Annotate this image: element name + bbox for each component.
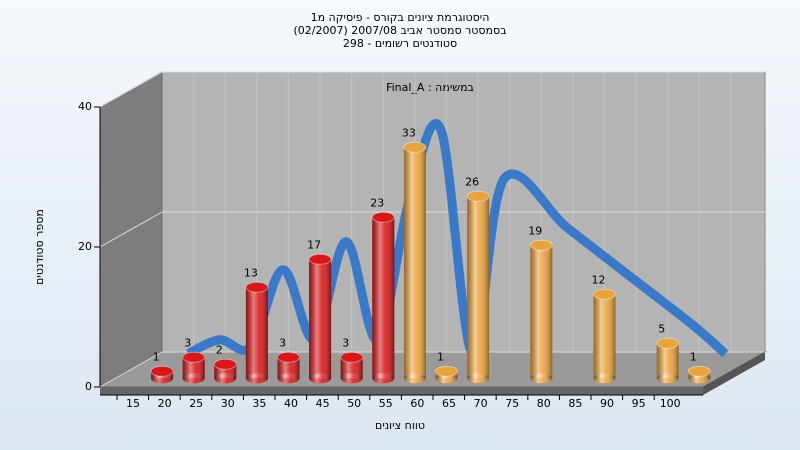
data-label: 2	[216, 343, 223, 356]
data-label: 5	[658, 322, 665, 335]
floor-edge	[703, 352, 765, 395]
x-tick-label: 80	[537, 397, 551, 410]
data-label: 17	[307, 238, 321, 251]
x-tick-label: 15	[126, 397, 140, 410]
bar	[213, 358, 237, 384]
data-label: 1	[153, 350, 160, 363]
data-label: 19	[528, 224, 542, 237]
x-tick-label: 75	[505, 397, 519, 410]
bar	[182, 351, 206, 384]
bar	[593, 288, 616, 384]
x-tick-label: 50	[347, 397, 361, 410]
x-tick-label: 55	[379, 397, 393, 410]
x-tick-label: 100	[660, 397, 681, 410]
y-tick-label: 20	[78, 240, 92, 253]
x-tick-label: 95	[632, 397, 646, 410]
x-tick-label: 30	[221, 397, 235, 410]
x-tick-label: 20	[158, 397, 172, 410]
bar	[371, 211, 395, 384]
x-tick-label: 45	[316, 397, 330, 410]
data-label: 1	[437, 350, 444, 363]
data-label: 3	[184, 336, 191, 349]
subtitle: במשימה : Final_A	[386, 81, 474, 94]
x-tick-label: 25	[189, 397, 203, 410]
title: סטודנטים רשומים - 298	[343, 37, 457, 50]
floor-edge	[100, 387, 703, 395]
data-label: 3	[342, 336, 349, 349]
data-label: 3	[279, 336, 286, 349]
bar	[308, 253, 332, 384]
data-label: 33	[402, 126, 416, 139]
x-tick-label: 85	[568, 397, 582, 410]
bar	[403, 141, 427, 384]
data-label: 1	[690, 350, 697, 363]
x-tick-label: 70	[474, 397, 488, 410]
x-tick-label: 65	[442, 397, 456, 410]
data-label: 13	[244, 266, 258, 279]
grid-line	[99, 71, 163, 108]
y-tick-label: 0	[85, 380, 92, 393]
grid-line	[99, 211, 163, 248]
bar	[529, 239, 553, 384]
data-label: 26	[465, 175, 479, 188]
data-label: 23	[370, 196, 384, 209]
y-tick-label: 40	[78, 100, 92, 113]
x-tick-label: 40	[284, 397, 298, 410]
grid-line	[99, 351, 163, 388]
bar	[466, 190, 490, 384]
bar	[340, 351, 364, 384]
bar	[687, 365, 711, 384]
title: היסטוגרמת ציונים בקורס - פיסיקה מ1	[311, 11, 490, 24]
title: בסמסטר סמסטר אביב 2007/08 (02/2007)	[293, 24, 506, 37]
bar	[277, 351, 300, 384]
x-tick-label: 35	[252, 397, 266, 410]
x-axis-label: טווח ציונים	[375, 419, 425, 432]
bar	[435, 365, 458, 384]
y-axis-label: מספר סטודנטים	[33, 209, 46, 285]
x-tick-label: 60	[410, 397, 424, 410]
x-tick-label: 90	[600, 397, 614, 410]
bar	[656, 337, 680, 384]
bar	[245, 281, 269, 384]
bar	[150, 365, 174, 384]
data-label: 12	[592, 273, 606, 286]
